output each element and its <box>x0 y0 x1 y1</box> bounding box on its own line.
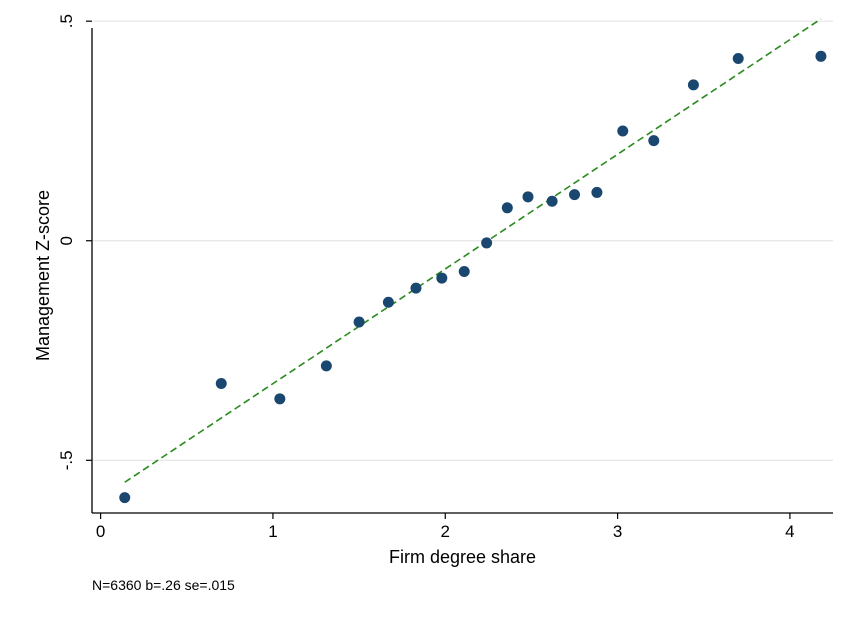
axes: -.5 0 .5 0 1 2 3 4 <box>57 14 833 541</box>
data-point <box>320 360 332 372</box>
data-point <box>458 265 470 277</box>
data-point <box>410 282 422 294</box>
data-point <box>481 237 493 249</box>
data-point <box>617 125 629 137</box>
data-point <box>382 296 394 308</box>
y-tick-label: -.5 <box>57 450 76 470</box>
data-point <box>591 186 603 198</box>
data-point <box>732 53 744 64</box>
x-tick-label: 1 <box>268 522 277 541</box>
data-point <box>648 135 660 147</box>
fit-line-layer <box>124 18 822 483</box>
data-point <box>215 377 227 389</box>
y-tick-label: 0 <box>57 236 76 245</box>
data-point <box>815 50 827 62</box>
data-point <box>274 393 286 405</box>
data-point <box>522 191 534 203</box>
x-axis-title: Firm degree share <box>389 547 536 567</box>
y-tick-label: .5 <box>57 14 76 28</box>
data-point <box>687 79 699 91</box>
data-point <box>546 195 558 207</box>
x-tick-label: 0 <box>96 522 105 541</box>
data-point <box>501 202 513 214</box>
data-point <box>436 272 448 284</box>
data-point <box>569 189 581 201</box>
grid-lines <box>93 20 833 461</box>
x-tick-label: 3 <box>613 522 622 541</box>
x-tick-label: 2 <box>441 522 450 541</box>
x-tick-label: 4 <box>785 522 794 541</box>
data-points <box>119 50 827 504</box>
y-axis-title: Management Z-score <box>33 190 53 361</box>
data-point <box>119 492 131 504</box>
regression-note: N=6360 b=.26 se=.015 <box>92 577 235 593</box>
data-point <box>353 316 365 328</box>
fit-line <box>124 18 822 483</box>
